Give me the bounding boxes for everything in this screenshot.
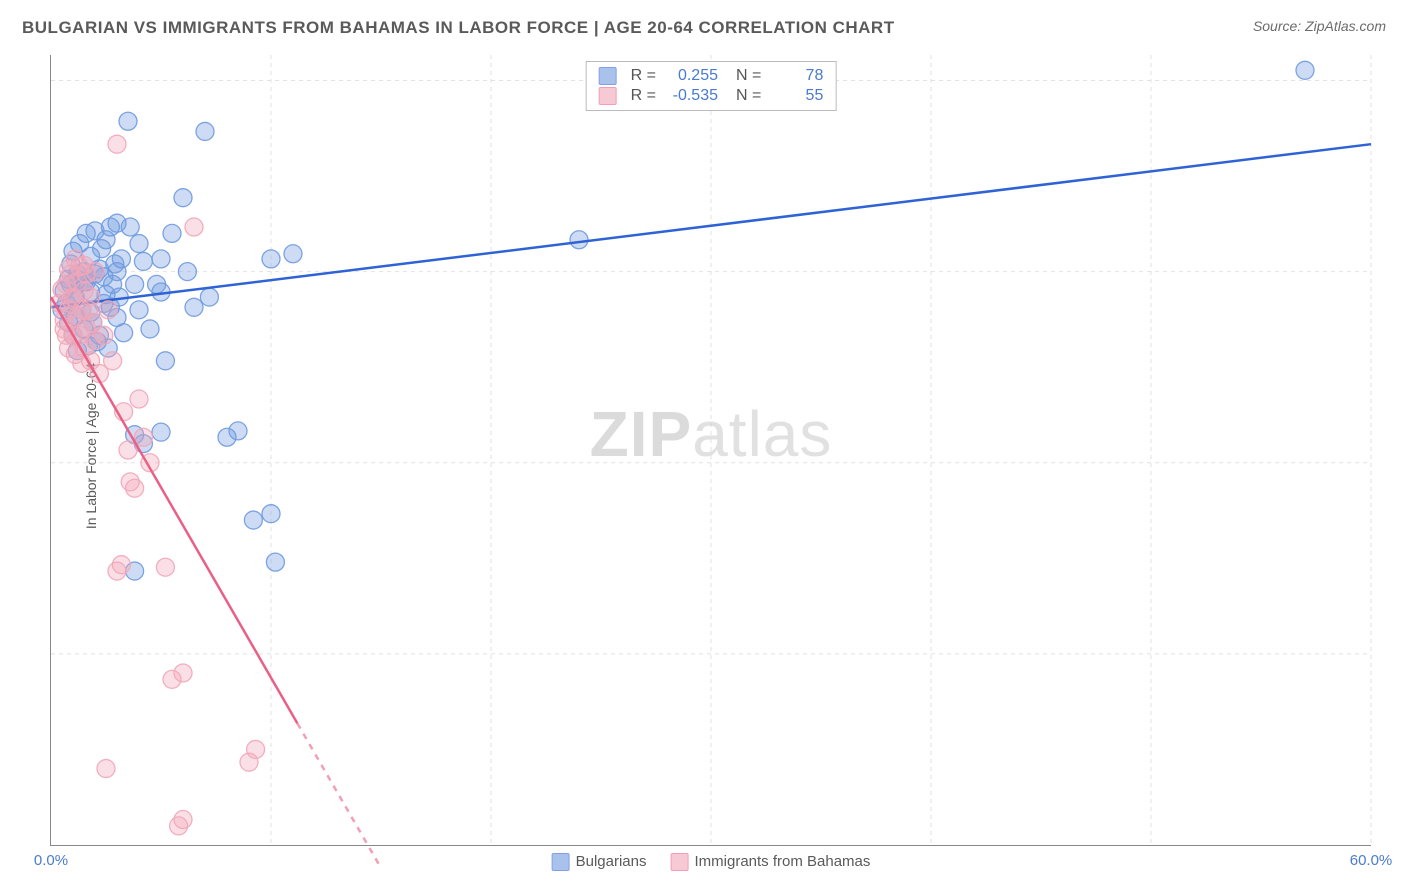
legend-item: Immigrants from Bahamas [671,853,871,871]
series-legend: Bulgarians Immigrants from Bahamas [552,853,871,871]
legend-swatch [599,67,617,85]
chart-title: BULGARIAN VS IMMIGRANTS FROM BAHAMAS IN … [22,18,895,38]
plot-area: ZIPatlas R =0.255N =78R =-0.535N =55 Bul… [50,55,1371,846]
stats-legend-row: R =0.255N =78 [599,66,824,86]
source-attribution: Source: ZipAtlas.com [1253,18,1386,34]
legend-swatch [552,853,570,871]
x-tick-label: 0.0% [34,852,68,869]
legend-swatch [671,853,689,871]
legend-item: Bulgarians [552,853,647,871]
x-tick-label: 60.0% [1350,852,1393,869]
stats-legend: R =0.255N =78R =-0.535N =55 [586,61,837,111]
chart-svg [51,55,1371,845]
legend-swatch [599,87,617,105]
stats-legend-row: R =-0.535N =55 [599,86,824,106]
